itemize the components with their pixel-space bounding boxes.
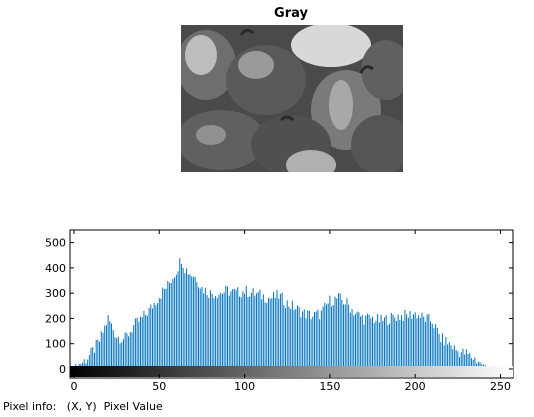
figure-title: Gray <box>274 6 308 21</box>
y-tick-label: 400 <box>45 262 66 275</box>
x-tick-label: 0 <box>71 380 78 393</box>
y-tick-label: 500 <box>45 237 66 250</box>
x-tick-label: 150 <box>319 380 340 393</box>
pixel-info-label: Pixel info: <box>3 400 57 413</box>
pixel-info-value: (X, Y) Pixel Value <box>66 400 163 413</box>
grayscale-colorbar <box>70 366 513 377</box>
x-tick-label: 50 <box>152 380 166 393</box>
x-tick-label: 100 <box>234 380 255 393</box>
y-tick-label: 100 <box>45 338 66 351</box>
histogram-chart: 0 50 100 150 200 250 0 100 200 300 400 500 <box>45 229 514 393</box>
y-tick-label: 0 <box>59 363 66 376</box>
plot-area-frame <box>69 229 514 379</box>
y-tick-label: 200 <box>45 312 66 325</box>
x-tick-label: 200 <box>405 380 426 393</box>
pixel-info-bar: Pixel info: (X, Y) Pixel Value <box>3 400 163 413</box>
x-tick-label: 250 <box>490 380 511 393</box>
y-tick-label: 300 <box>45 287 66 300</box>
peppers-image-graphic <box>181 25 403 172</box>
peppers-grayscale-image[interactable] <box>181 25 403 172</box>
